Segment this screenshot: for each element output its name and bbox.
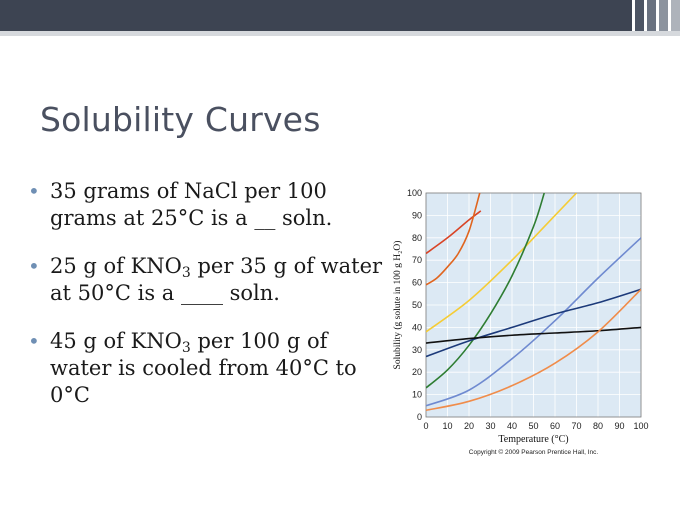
y-tick-label: 90 <box>412 210 422 220</box>
plot-frame <box>425 192 642 418</box>
bullet-item: • 35 grams of NaCl per 100 grams at 25°C … <box>28 178 388 232</box>
series-line-kclo3 <box>426 288 641 412</box>
series-line-cacl2 <box>426 193 481 286</box>
bullet-list: • 35 grams of NaCl per 100 grams at 25°C … <box>28 178 388 430</box>
series-line-kcl <box>426 288 641 358</box>
x-tick-label: 40 <box>507 421 517 431</box>
x-tick-label: 70 <box>571 421 581 431</box>
y-axis-label: Solubility (g solute in 100 g H₂O) <box>392 241 403 370</box>
x-tick-label: 80 <box>593 421 603 431</box>
header-stripe <box>647 0 656 31</box>
bullet-text: per 100 g of water is cooled from 40°C t… <box>50 329 357 407</box>
bullet-marker: • <box>28 329 40 353</box>
y-tick-label: 30 <box>412 345 422 355</box>
bullet-item: • 25 g of KNO3 per 35 g of water at 50°C … <box>28 253 388 307</box>
bullet-item: • 45 g of KNO3 per 100 g of water is cool… <box>28 328 388 409</box>
bullet-marker: • <box>28 179 40 203</box>
y-tick-label: 100 <box>407 188 422 198</box>
series-line-pb-no3-2 <box>426 193 578 333</box>
slide-header-bar <box>0 0 680 36</box>
bullet-marker: • <box>28 254 40 278</box>
solubility-chart: 0 10 20 30 40 50 60 70 80 90 100 0 10 20 30 40 50 60 70 80 9… <box>392 188 649 456</box>
header-dark-band <box>0 0 632 31</box>
x-tick-label: 30 <box>485 421 495 431</box>
header-stripe <box>671 0 680 31</box>
bullet-text: per 35 g of water at 50°C is a ____ soln… <box>50 254 383 305</box>
subscript: 3 <box>181 340 191 356</box>
x-tick-label: 0 <box>423 421 428 431</box>
y-tick-label: 20 <box>412 367 422 377</box>
y-tick-label: 50 <box>412 300 422 310</box>
header-stripe <box>635 0 644 31</box>
copyright-note: Copyright © 2009 Pearson Prentice Hall, … <box>469 448 599 456</box>
header-underline <box>0 31 680 36</box>
bullet-text: 45 g of KNO <box>50 329 182 353</box>
y-tick-label: 80 <box>412 233 422 243</box>
bullet-text: 35 grams of NaCl per 100 grams at 25°C i… <box>50 179 333 230</box>
x-tick-label: 60 <box>550 421 560 431</box>
y-tick-label: 10 <box>412 390 422 400</box>
series-line-nacl <box>426 326 641 344</box>
x-tick-label: 100 <box>633 421 648 431</box>
y-tick-label: 40 <box>412 322 422 332</box>
x-axis-label: Temperature (°C) <box>498 434 568 445</box>
bullet-text: 25 g of KNO <box>50 254 182 278</box>
slide-title: Solubility Curves <box>40 100 321 139</box>
subscript: 3 <box>181 265 191 281</box>
series-line-k2cr2o7 <box>426 237 641 407</box>
y-tick-label: 0 <box>417 412 422 422</box>
y-tick-label: 70 <box>412 255 422 265</box>
series-line-nano3 <box>426 210 482 255</box>
x-tick-label: 90 <box>614 421 624 431</box>
header-stripe <box>659 0 668 31</box>
x-tick-label: 50 <box>528 421 538 431</box>
x-tick-label: 10 <box>442 421 452 431</box>
x-tick-label: 20 <box>464 421 474 431</box>
series-line-kno3 <box>426 193 546 389</box>
y-tick-label: 60 <box>412 278 422 288</box>
